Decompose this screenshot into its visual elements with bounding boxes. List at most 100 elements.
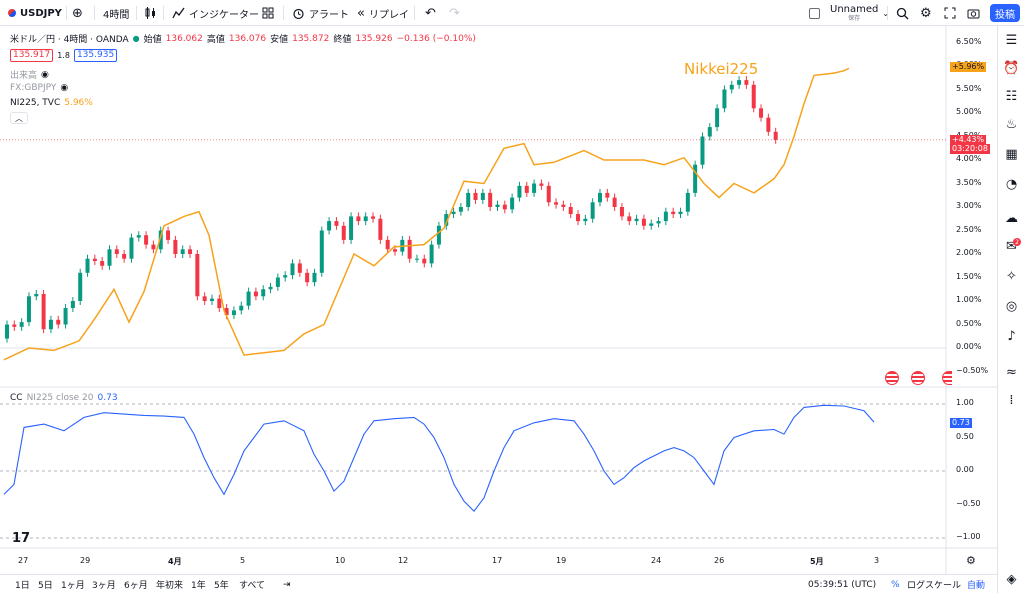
candle-body (268, 286, 273, 290)
range-button[interactable]: すべて (239, 581, 266, 591)
trend-lines-icon[interactable]: ≈ (1006, 365, 1017, 380)
symbol-search[interactable]: USDJPY (8, 0, 62, 26)
candle-body (393, 249, 397, 252)
candle-body (693, 164, 698, 193)
search-icon (896, 7, 909, 19)
candle-body (436, 225, 441, 245)
chart-canvas[interactable] (0, 26, 997, 574)
range-button[interactable]: 1ヶ月 (61, 581, 85, 591)
cc-axis-label: 0.50 (956, 431, 974, 441)
nikkei-annotation[interactable]: Nikkei225 (684, 60, 759, 78)
chart-area[interactable]: 米ドル／円 · 4時間 · OANDA ● 始値 136.062 高値 136.07… (0, 26, 997, 574)
price-axis-label: 3.50% (956, 177, 982, 187)
layers-icon[interactable]: ◈ (1006, 572, 1017, 587)
bell-icon[interactable]: ♪ (1007, 329, 1016, 344)
layout-name-button[interactable] (809, 0, 820, 26)
chart-type-button[interactable] (144, 0, 156, 26)
candle-body (488, 192, 493, 207)
candle-body (451, 211, 456, 215)
post-button[interactable]: 投稿 (990, 4, 1020, 22)
range-button[interactable]: 5日 (38, 581, 53, 591)
camera-icon (967, 9, 980, 18)
settings-button[interactable]: ⚙ (920, 0, 932, 26)
layouts-button[interactable] (262, 0, 274, 26)
candle-body (312, 272, 317, 283)
candle-body (539, 183, 544, 186)
range-button[interactable]: 年初来 (156, 581, 184, 591)
us-event-flag-icon[interactable] (911, 371, 925, 385)
tradingview-logo-icon[interactable]: 17 (12, 531, 31, 546)
alarm-clock-icon[interactable]: ⏰ (1003, 61, 1020, 76)
candle-body (597, 192, 602, 203)
us-event-flag-icon[interactable] (885, 371, 899, 385)
chat-cloud-icon[interactable]: ☁ (1005, 211, 1018, 226)
candle-body (92, 258, 97, 262)
alert-button[interactable]: アラート (292, 0, 349, 26)
price-axis-label: 0.00% (956, 342, 982, 351)
candle-body (290, 263, 295, 276)
date-range-button[interactable]: ⇥ (283, 575, 291, 593)
calendar-icon[interactable]: ▦ (1005, 147, 1018, 162)
candle-body (151, 244, 156, 250)
ideas-lightbulb-icon[interactable]: ◔ (1005, 177, 1018, 192)
range-button[interactable]: 1日 (15, 581, 30, 591)
range-button[interactable]: 6ヶ月 (124, 581, 148, 591)
indicators-button[interactable]: インジケーター (172, 0, 259, 26)
collapse-legend-button[interactable]: ︿ (10, 112, 28, 124)
range-button[interactable]: 3ヶ月 (92, 581, 116, 591)
add-list-icon[interactable]: ☷ (1005, 89, 1018, 104)
range-button[interactable]: 1年 (191, 581, 206, 591)
market-open-dot-icon: ● (132, 34, 140, 43)
percent-scale-toggle[interactable]: % (891, 579, 900, 590)
candle-body (239, 305, 244, 311)
candle-body (283, 275, 288, 278)
replay-button[interactable]: « リプレイ (357, 0, 409, 26)
hotlist-fire-icon[interactable]: ♨ (1005, 117, 1018, 132)
sell-button[interactable]: 135.917 (10, 49, 54, 62)
redo-button[interactable]: ↷ (449, 0, 460, 26)
auto-scale-toggle[interactable]: 自動 (967, 581, 986, 591)
time-axis-label: 29 (80, 556, 91, 565)
price-axis-label: 5.50% (956, 83, 982, 93)
buy-button[interactable]: 135.935 (73, 49, 118, 62)
candle-body (327, 221, 332, 231)
time-axis-label: 19 (556, 556, 567, 565)
candle-body (19, 322, 24, 327)
candle-body (546, 185, 551, 203)
utc-clock[interactable]: 05:39:51 (UTC) (808, 579, 877, 590)
candle-body (34, 293, 39, 297)
eye-icon[interactable]: ◉ (60, 83, 69, 93)
search-button[interactable] (896, 0, 909, 26)
compare-button[interactable]: ⊕ (72, 0, 83, 26)
snapshot-button[interactable] (967, 0, 980, 26)
high-label: 高値 (206, 35, 225, 45)
idea-bulb-icon[interactable]: ✧ (1006, 269, 1017, 284)
messages-icon[interactable]: ✉ (1006, 239, 1017, 254)
candle-body (678, 211, 683, 215)
log-scale-toggle[interactable]: ログスケール (907, 581, 962, 591)
gbpjpy-legend: FX:GBPJPY ◉ (10, 83, 68, 93)
broadcast-icon[interactable]: ◎ (1005, 299, 1018, 314)
watchlist-icon[interactable]: ☰ (1005, 33, 1018, 48)
axis-settings-gear-icon[interactable]: ⚙ (966, 554, 976, 567)
range-button[interactable]: 5年 (214, 581, 229, 591)
candle-body (48, 319, 53, 330)
time-axis-label: 3 (874, 556, 880, 565)
price-axis-label: 1.50% (956, 271, 982, 281)
us-event-flag-icon[interactable] (942, 371, 952, 385)
time-axis-label: 4月 (168, 557, 182, 566)
layout-checkbox-icon (809, 7, 820, 19)
interval-button[interactable]: 4時間 (103, 0, 129, 26)
eye-icon[interactable]: ◉ (41, 69, 49, 80)
open-value: 136.062 (165, 33, 203, 44)
candle-body (122, 254, 127, 259)
candle-body (371, 216, 376, 219)
fullscreen-button[interactable] (944, 0, 956, 26)
candle-body (407, 239, 412, 259)
drag-handle-icon[interactable]: ⁞ (1009, 393, 1014, 408)
undo-button[interactable]: ↶ (425, 0, 436, 26)
candle-body (429, 244, 434, 264)
candle-body (173, 239, 178, 254)
layout-save-status: 保存 (848, 14, 861, 22)
layout-name[interactable]: Unnamed 保存 ⌄ (830, 0, 889, 26)
